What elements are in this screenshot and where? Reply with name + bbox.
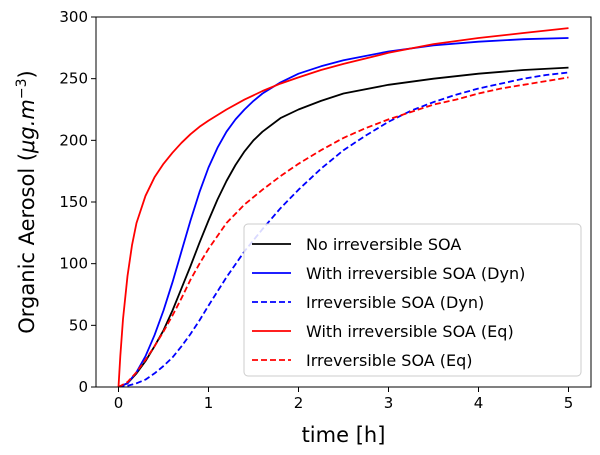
y-tick-label: 0 bbox=[78, 378, 88, 396]
series-lines bbox=[117, 27, 569, 387]
y-axis-label-exponent: −3 bbox=[14, 78, 30, 99]
y-axis-label: Organic Aerosol (μg.m−3) bbox=[14, 70, 39, 333]
legend-entry-1: With irreversible SOA (Dyn) bbox=[306, 264, 525, 283]
legend-entry-4: Irreversible SOA (Eq) bbox=[306, 351, 473, 370]
y-tick-label: 100 bbox=[59, 255, 88, 273]
x-tick-label: 3 bbox=[384, 394, 394, 412]
x-tick-label: 5 bbox=[564, 394, 574, 412]
x-axis: 0 1 2 3 4 5 bbox=[114, 387, 574, 412]
series-line-4 bbox=[118, 76, 569, 387]
y-tick-label: 50 bbox=[69, 316, 88, 334]
y-tick-label: 150 bbox=[59, 193, 88, 211]
svg-text:Organic Aerosol (μg.m−3): Organic Aerosol (μg.m−3) bbox=[14, 70, 39, 333]
y-tick-label: 200 bbox=[59, 131, 88, 149]
legend-entry-2: Irreversible SOA (Dyn) bbox=[306, 293, 484, 312]
legend-box bbox=[243, 223, 582, 377]
x-tick-label: 4 bbox=[474, 394, 484, 412]
series-line-2 bbox=[118, 71, 569, 387]
legend-entry-3: With irreversible SOA (Eq) bbox=[306, 322, 514, 341]
legend-entry-0: No irreversible SOA bbox=[306, 235, 461, 254]
y-tick-label: 300 bbox=[59, 8, 88, 26]
y-axis-label-unit: μg.m bbox=[15, 99, 39, 154]
y-axis-label-close: ) bbox=[15, 70, 39, 78]
series-line-3 bbox=[117, 27, 569, 387]
series-line-1 bbox=[118, 37, 569, 387]
x-tick-label: 0 bbox=[114, 394, 124, 412]
x-tick-label: 2 bbox=[294, 394, 304, 412]
legend: No irreversible SOA With irreversible SOA… bbox=[243, 223, 582, 377]
x-axis-label: time [h] bbox=[302, 423, 386, 447]
y-tick-label: 250 bbox=[59, 70, 88, 88]
x-tick-label: 1 bbox=[204, 394, 214, 412]
y-axis: 0 50 100 150 200 250 300 bbox=[59, 8, 96, 396]
y-axis-label-main: Organic Aerosol ( bbox=[15, 153, 39, 334]
